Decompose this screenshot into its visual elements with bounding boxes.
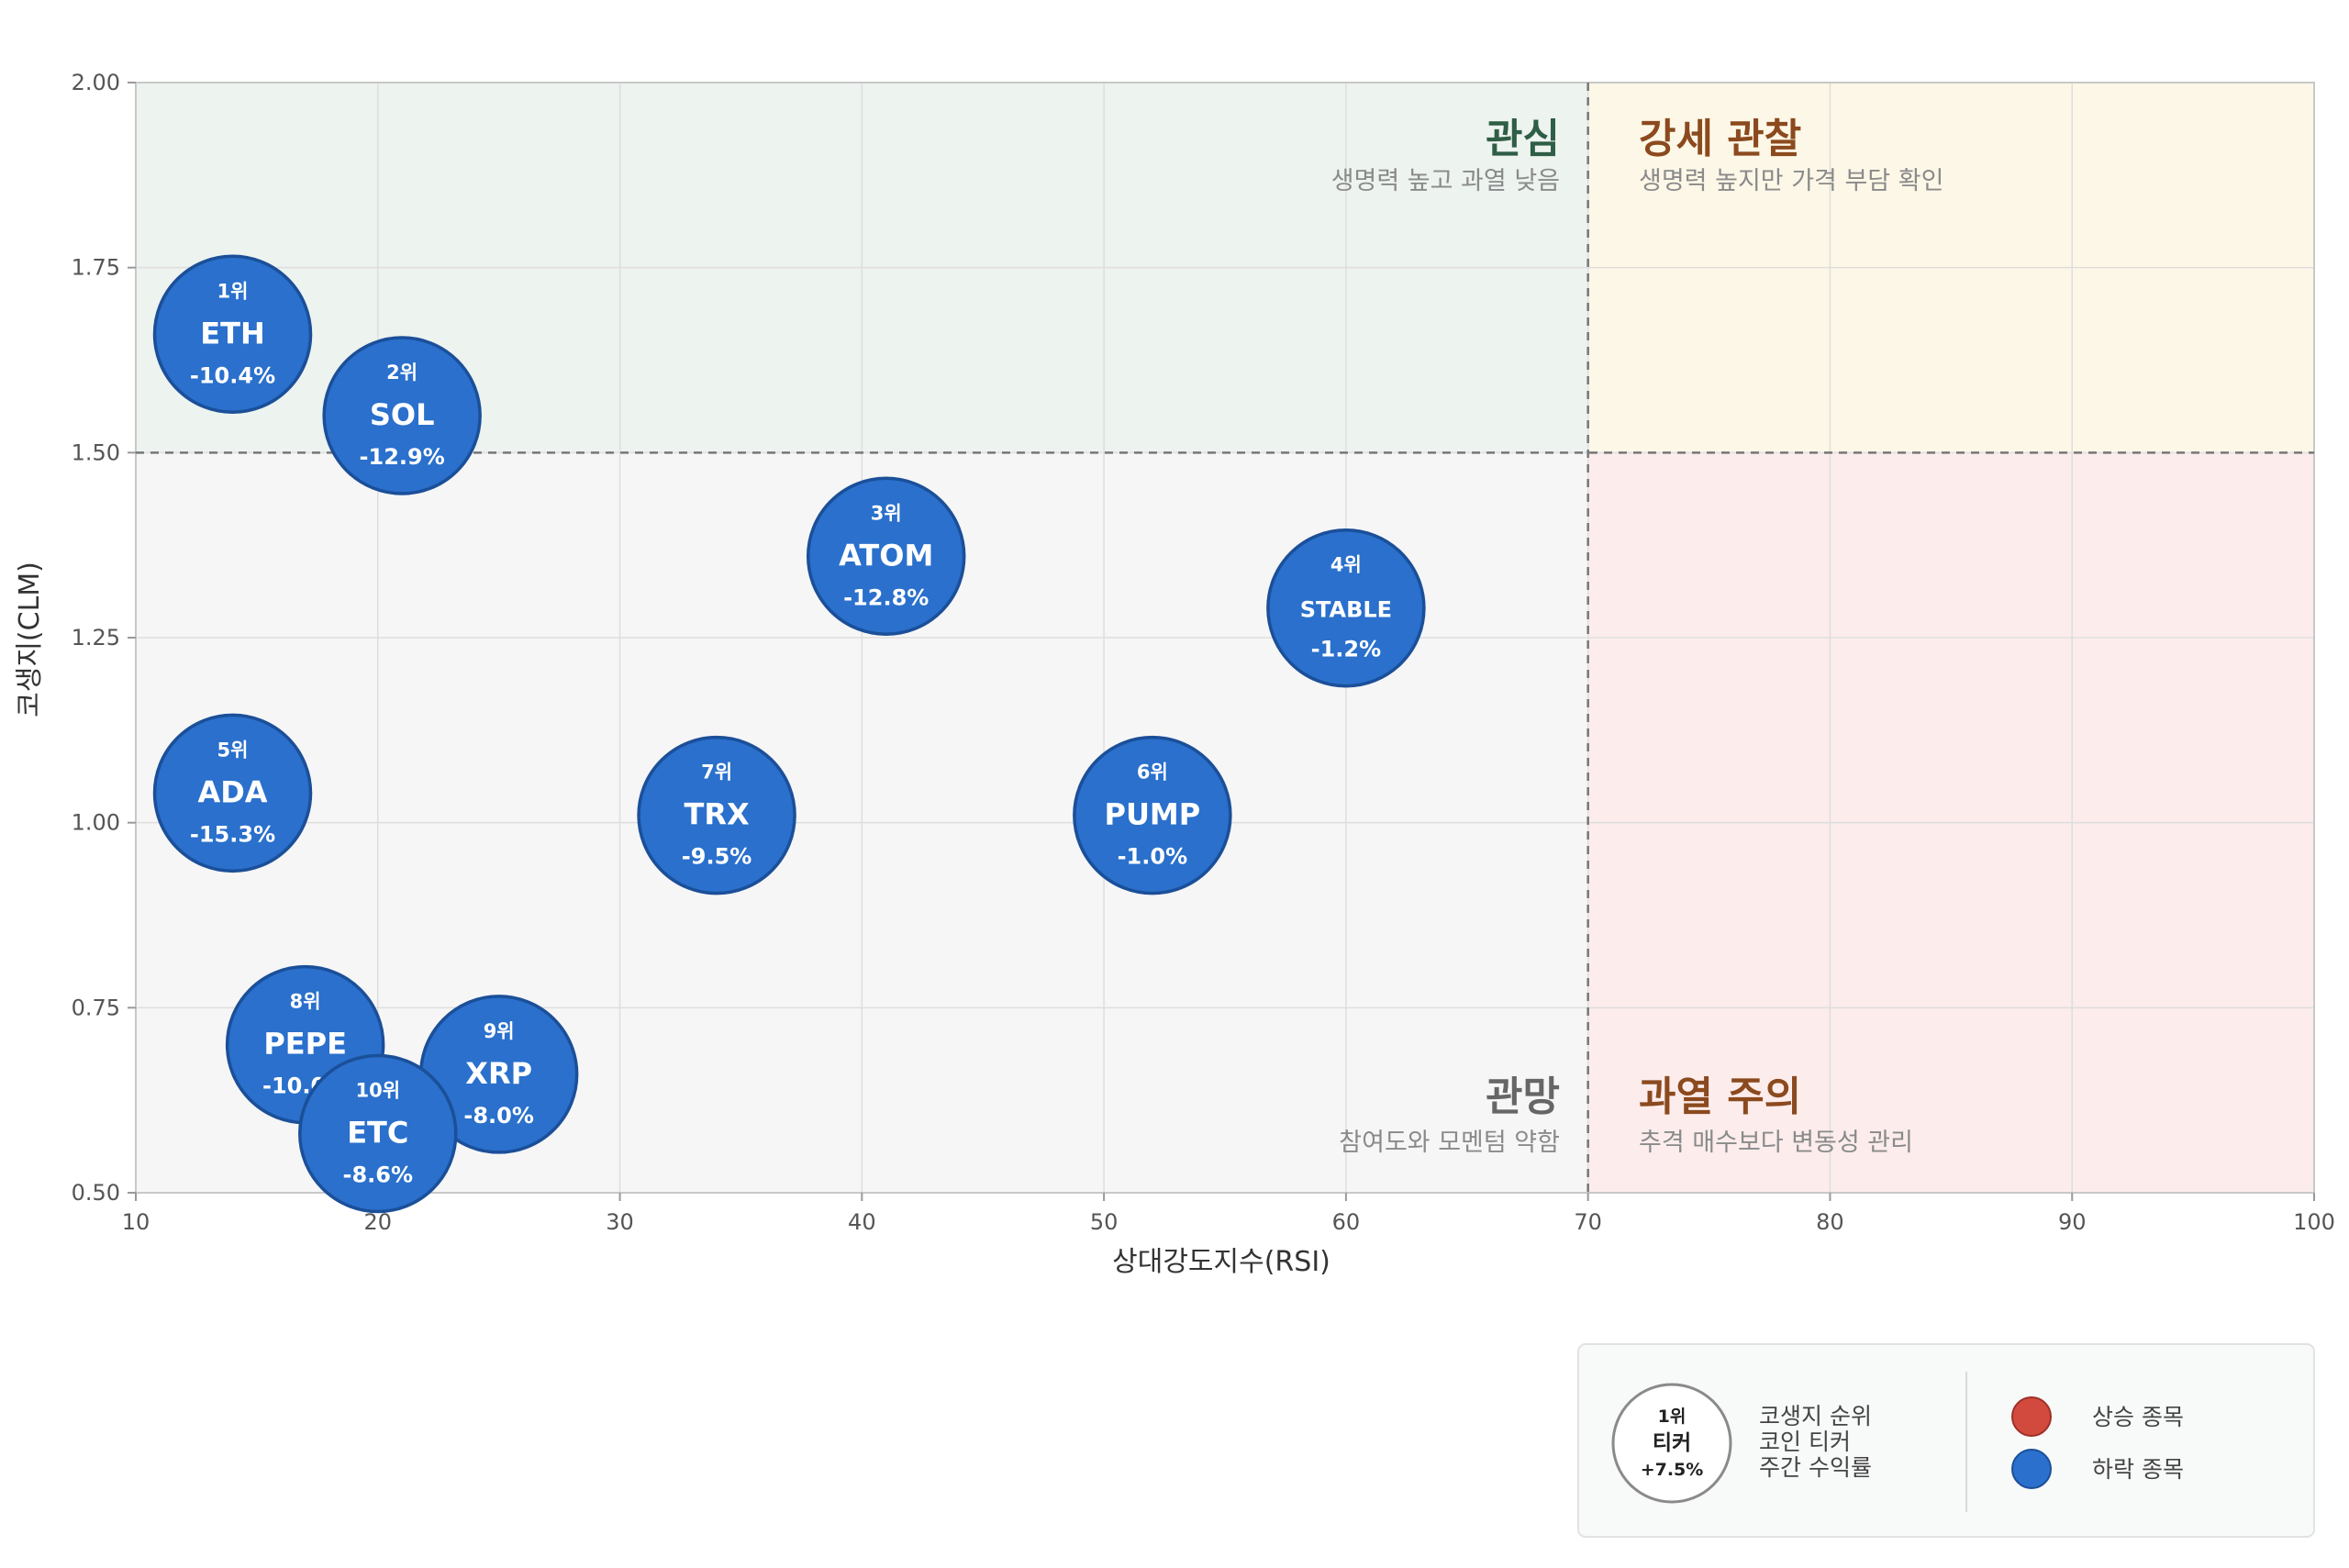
legend-sample-rank: 1위 xyxy=(1658,1407,1687,1427)
bubble-trx[interactable]: 7위 TRX -9.5% xyxy=(637,735,796,895)
data-bubbles: 1위 ETH -10.4% 2위 SOL -12.9% 3위 ATOM -12.8% 4위 STAB… xyxy=(152,254,1426,1214)
bubble-marker xyxy=(322,336,482,495)
y-tick-label: 1.25 xyxy=(72,625,120,651)
legend-box xyxy=(1577,1343,2315,1538)
bubble-ticker-label: SOL xyxy=(370,397,435,432)
x-tick-label: 90 xyxy=(2058,1209,2087,1235)
x-axis-ticks: 10 20 30 40 50 60 70 80 90 100 xyxy=(122,1193,2335,1235)
bubble-return-label: -12.8% xyxy=(843,584,929,610)
bubble-sol[interactable]: 2위 SOL -12.9% xyxy=(322,336,482,495)
bubble-rank-label: 5위 xyxy=(217,739,249,761)
bubble-rank-label: 10위 xyxy=(356,1079,401,1101)
bubble-xrp[interactable]: 9위 XRP -8.0% xyxy=(418,995,579,1154)
threshold-lines xyxy=(136,83,2314,1193)
y-tick-label: 0.50 xyxy=(72,1180,120,1206)
bubble-pump[interactable]: 6위 PUMP -1.0% xyxy=(1073,735,1232,895)
bubble-etc[interactable]: 10위 ETC -8.6% xyxy=(298,1053,458,1214)
bubble-marker xyxy=(298,1053,458,1214)
bubble-marker xyxy=(1266,528,1426,688)
bubble-rank-label: 3위 xyxy=(871,502,902,524)
x-tick-label: 40 xyxy=(848,1209,876,1235)
quadrant-bottom-right-title: 과열 주의 xyxy=(1639,1073,1801,1120)
bubble-marker xyxy=(152,713,313,873)
bubble-marker xyxy=(152,254,313,415)
y-tick-label: 1.50 xyxy=(72,439,120,465)
bubble-return-label: -8.6% xyxy=(343,1162,414,1187)
legend-explain-ticker: 코인 티커 xyxy=(1759,1429,1851,1455)
bubble-ticker-label: PUMP xyxy=(1104,797,1200,832)
bubble-eth[interactable]: 1위 ETH -10.4% xyxy=(152,254,313,415)
bubble-marker xyxy=(806,476,966,637)
bubble-rank-label: 7위 xyxy=(701,762,732,784)
bubble-marker xyxy=(637,735,796,895)
bubble-ticker-label: ATOM xyxy=(839,538,933,573)
y-axis-ticks: 0.50 0.75 1.00 1.25 1.50 1.75 2.00 xyxy=(72,70,136,1206)
y-axis-title: 코생지(CLM) xyxy=(14,562,46,717)
bubble-rank-label: 1위 xyxy=(217,280,249,302)
legend-explain-rank: 코생지 순위 xyxy=(1759,1403,1872,1429)
bubble-marker xyxy=(1073,735,1232,895)
x-tick-label: 30 xyxy=(606,1209,634,1235)
y-tick-label: 1.75 xyxy=(72,255,120,281)
bubble-ticker-label: ETH xyxy=(200,316,264,350)
x-tick-label: 100 xyxy=(2293,1209,2335,1235)
x-axis-title: 상대강도지수(RSI) xyxy=(1112,1246,1330,1278)
quadrant-bottom-right-subtitle: 추격 매수보다 변동성 관리 xyxy=(1639,1129,1913,1157)
bubble-ticker-label: XRP xyxy=(465,1056,532,1091)
quadrant-bottom-left-title: 관망 xyxy=(1486,1073,1560,1120)
quadrant-top-right-title: 강세 관찰 xyxy=(1639,116,1801,162)
bubble-return-label: -10.4% xyxy=(190,362,275,388)
x-tick-label: 50 xyxy=(1090,1209,1119,1235)
bubble-rank-label: 9위 xyxy=(484,1020,515,1042)
legend-explain-return: 주간 수익률 xyxy=(1759,1454,1872,1481)
bubble-ticker-label: PEPE xyxy=(263,1027,347,1062)
y-tick-label: 0.75 xyxy=(72,995,120,1020)
bubble-ticker-label: ADA xyxy=(197,774,267,809)
x-tick-label: 20 xyxy=(364,1209,393,1235)
legend-down-marker xyxy=(2011,1449,2052,1489)
legend: 1위 티커 +7.5% 코생지 순위 코인 티커 주간 수익률 상승 종목 하락… xyxy=(1577,1343,2315,1538)
legend-sample-return: +7.5% xyxy=(1641,1460,1704,1480)
legend-up-marker xyxy=(2011,1396,2052,1437)
y-tick-label: 2.00 xyxy=(72,70,120,95)
x-tick-label: 60 xyxy=(1332,1209,1361,1235)
bubble-return-label: -9.5% xyxy=(682,844,752,870)
legend-down-label: 하락 종목 xyxy=(2092,1456,2184,1483)
quadrant-top-left-subtitle: 생명력 높고 과열 낮음 xyxy=(1331,167,1560,195)
x-tick-label: 70 xyxy=(1574,1209,1602,1235)
bubble-stable[interactable]: 4위 STABLE -1.2% xyxy=(1266,528,1426,688)
bubble-ada[interactable]: 5위 ADA -15.3% xyxy=(152,713,313,873)
legend-sample-bubble xyxy=(1611,1383,1732,1504)
bubble-ticker-label: STABLE xyxy=(1300,597,1392,623)
bubble-rank-label: 6위 xyxy=(1137,762,1168,784)
quadrant-top-right-subtitle: 생명력 높지만 가격 부담 확인 xyxy=(1639,167,1943,195)
bubble-return-label: -15.3% xyxy=(190,821,275,847)
bubble-atom[interactable]: 3위 ATOM -12.8% xyxy=(806,476,966,637)
x-tick-label: 10 xyxy=(122,1209,150,1235)
bubble-rank-label: 4위 xyxy=(1330,554,1362,576)
y-tick-label: 1.00 xyxy=(72,810,120,836)
bubble-rank-label: 2위 xyxy=(386,361,417,384)
bubble-ticker-label: ETC xyxy=(347,1115,408,1150)
quadrant-top-left-title: 관심 xyxy=(1486,116,1560,162)
bubble-return-label: -1.2% xyxy=(1311,637,1382,662)
bubble-return-label: -1.0% xyxy=(1118,844,1188,870)
x-tick-label: 80 xyxy=(1816,1209,1844,1235)
bubble-return-label: -8.0% xyxy=(463,1103,534,1129)
quadrant-bottom-left-subtitle: 참여도와 모멘텀 약함 xyxy=(1339,1129,1560,1157)
bubble-ticker-label: TRX xyxy=(684,797,749,832)
legend-sample-ticker: 티커 xyxy=(1653,1431,1691,1455)
legend-up-label: 상승 종목 xyxy=(2092,1404,2184,1430)
bubble-rank-label: 8위 xyxy=(290,991,321,1013)
bubble-return-label: -12.9% xyxy=(360,444,445,470)
